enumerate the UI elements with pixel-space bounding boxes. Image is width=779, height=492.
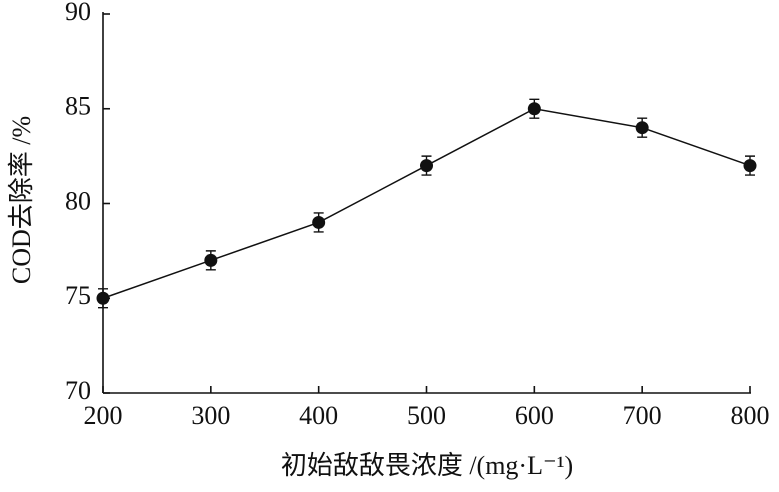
y-tick-label: 75 xyxy=(65,281,91,310)
x-tick-label: 200 xyxy=(84,401,123,430)
marker xyxy=(312,215,326,229)
x-axis-label: 初始敌敌畏浓度 /(mg·L⁻¹) xyxy=(281,451,573,480)
x-tick-label: 300 xyxy=(191,401,230,430)
marker xyxy=(420,159,433,173)
line xyxy=(102,107,751,299)
x-tick-label: 400 xyxy=(299,401,338,430)
x-tick-label: 800 xyxy=(731,401,770,430)
marker xyxy=(635,121,649,135)
y-tick-label: 70 xyxy=(65,376,91,405)
x-tick-label: 500 xyxy=(407,401,446,430)
marker xyxy=(743,159,757,173)
marker xyxy=(527,102,541,116)
marker xyxy=(204,253,218,267)
y-tick-label: 85 xyxy=(65,92,91,121)
x-tick-label: 700 xyxy=(623,401,662,430)
y-tick-label: 80 xyxy=(65,186,91,215)
y-axis-label: COD去除率 /% xyxy=(7,116,36,284)
x-tick-label: 600 xyxy=(515,401,554,430)
y-tick-label: 90 xyxy=(65,0,91,26)
marker xyxy=(96,291,110,305)
